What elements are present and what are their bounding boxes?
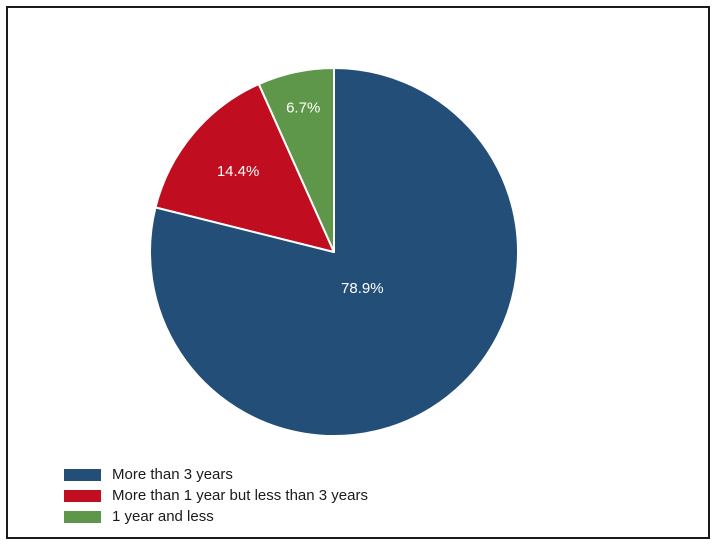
legend-swatch-more-than-3-years bbox=[64, 468, 101, 481]
pie-labels: 78.9% 14.4% 6.7% bbox=[217, 100, 384, 297]
legend-item-1-to-3-years: More than 1 year but less than 3 years bbox=[64, 485, 368, 506]
legend-label: 1 year and less bbox=[112, 508, 214, 525]
legend-label: More than 3 years bbox=[112, 466, 233, 483]
pie-slice-1-to-3-years bbox=[154, 83, 335, 253]
legend-label: More than 1 year but less than 3 years bbox=[112, 487, 368, 504]
pie-slices bbox=[149, 67, 519, 437]
chart-frame: 78.9% 14.4% 6.7% More than 3 years More th… bbox=[6, 6, 710, 539]
pie-label-1-to-3-years: 14.4% bbox=[217, 163, 260, 180]
pie-label-more-than-3-years: 78.9% bbox=[341, 280, 384, 297]
legend-item-1-year-and-less: 1 year and less bbox=[64, 506, 368, 527]
pie-chart: 78.9% 14.4% 6.7% bbox=[149, 67, 519, 437]
pie-slice-more-than-3-years bbox=[149, 67, 519, 437]
pie-slice-1-year-and-less bbox=[257, 67, 335, 253]
legend-swatch-1-to-3-years bbox=[64, 489, 101, 502]
legend-item-more-than-3-years: More than 3 years bbox=[64, 464, 368, 485]
legend: More than 3 years More than 1 year but l… bbox=[64, 464, 368, 527]
pie-label-1-year-and-less: 6.7% bbox=[286, 100, 320, 117]
legend-swatch-1-year-and-less bbox=[64, 510, 101, 523]
